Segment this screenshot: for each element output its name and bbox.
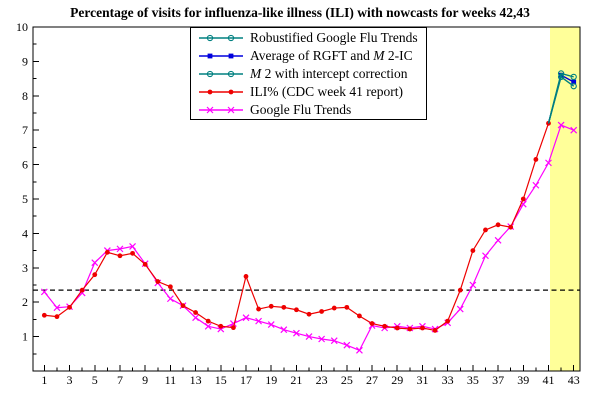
x-tick-label-17: 17: [240, 373, 252, 387]
x-tick-label-43: 43: [568, 373, 580, 387]
legend-item-ili-cdc-week-41-report: ILI% (CDC week 41 report): [191, 83, 426, 101]
axis-tick-labels: 1 3 5 7 9 11 13 15 17 19 21 23 25 27 29 31 33 35 37 39 41 431…: [16, 20, 580, 387]
x-tick-label-13: 13: [190, 373, 202, 387]
series-ili-cdc-week-41-report: [41, 120, 551, 333]
x-tick-label-33: 33: [442, 373, 454, 387]
y-tick-label-6: 6: [22, 158, 28, 172]
x-tick-label-15: 15: [215, 373, 227, 387]
x-tick-label-3: 3: [67, 373, 73, 387]
y-tick-label-5: 5: [22, 192, 28, 206]
legend-item-m-2-with-intercept-correction: M 2 with intercept correction: [191, 65, 426, 83]
x-tick-label-35: 35: [467, 373, 479, 387]
x-tick-label-31: 31: [416, 373, 428, 387]
legend-marker-google-flu-trends: [199, 106, 243, 114]
x-tick-label-27: 27: [366, 373, 378, 387]
legend-label: Average of RGFT and M 2-IC: [250, 48, 413, 63]
legend-label: Robustified Google Flu Trends: [250, 30, 418, 45]
legend-item-google-flu-trends: Google Flu Trends: [191, 101, 426, 119]
y-tick-label-2: 2: [22, 295, 28, 309]
x-tick-label-25: 25: [341, 373, 353, 387]
y-tick-label-1: 1: [22, 330, 28, 344]
legend-label: ILI% (CDC week 41 report): [250, 84, 403, 99]
x-tick-label-37: 37: [492, 373, 504, 387]
legend-marker-ili-cdc-week-41-report: [199, 89, 243, 95]
y-tick-label-9: 9: [22, 54, 28, 68]
x-tick-label-21: 21: [290, 373, 302, 387]
legend-marker-average-of-rgft-and-m-2-ic: [199, 53, 243, 59]
legend: Robustified Google Flu Trends Average of …: [190, 27, 427, 120]
x-tick-label-39: 39: [517, 373, 529, 387]
y-tick-label-10: 10: [16, 20, 28, 34]
legend-item-robustified-google-flu-trends: Robustified Google Flu Trends: [191, 29, 426, 47]
y-tick-label-3: 3: [22, 261, 28, 275]
legend-label: M 2 with intercept correction: [250, 66, 408, 81]
series-m-2-with-intercept-correction: [547, 73, 577, 124]
x-tick-label-23: 23: [316, 373, 328, 387]
legend-marker-m-2-with-intercept-correction: [199, 70, 243, 78]
chart-title: Percentage of visits for influenza-like …: [70, 5, 530, 20]
axis-ticks: [33, 26, 575, 371]
legend-label: Google Flu Trends: [250, 102, 352, 117]
x-tick-label-5: 5: [92, 373, 98, 387]
x-tick-label-29: 29: [391, 373, 403, 387]
x-tick-label-19: 19: [265, 373, 277, 387]
legend-item-average-of-rgft-and-m-2-ic: Average of RGFT and M 2-IC: [191, 47, 426, 65]
y-tick-label-4: 4: [22, 226, 28, 240]
legend-marker-robustified-google-flu-trends: [199, 34, 243, 42]
x-tick-label-7: 7: [117, 373, 123, 387]
x-tick-label-1: 1: [41, 373, 47, 387]
y-tick-label-8: 8: [22, 89, 28, 103]
x-tick-label-41: 41: [542, 373, 554, 387]
x-tick-label-11: 11: [165, 373, 177, 387]
y-tick-label-7: 7: [22, 123, 28, 137]
x-tick-label-9: 9: [142, 373, 148, 387]
series-google-flu-trends: [40, 121, 578, 354]
